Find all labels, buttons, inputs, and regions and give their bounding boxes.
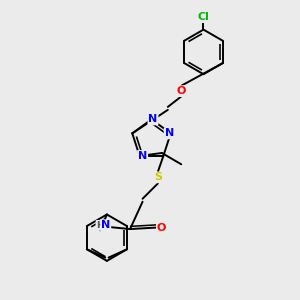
Text: H: H	[96, 221, 104, 230]
Text: O: O	[157, 223, 166, 232]
Text: O: O	[176, 86, 186, 96]
Text: Cl: Cl	[198, 12, 209, 22]
Text: N: N	[148, 114, 158, 124]
Text: N: N	[138, 151, 147, 161]
Text: S: S	[154, 172, 162, 182]
Text: N: N	[165, 128, 174, 138]
Text: N: N	[101, 220, 110, 230]
